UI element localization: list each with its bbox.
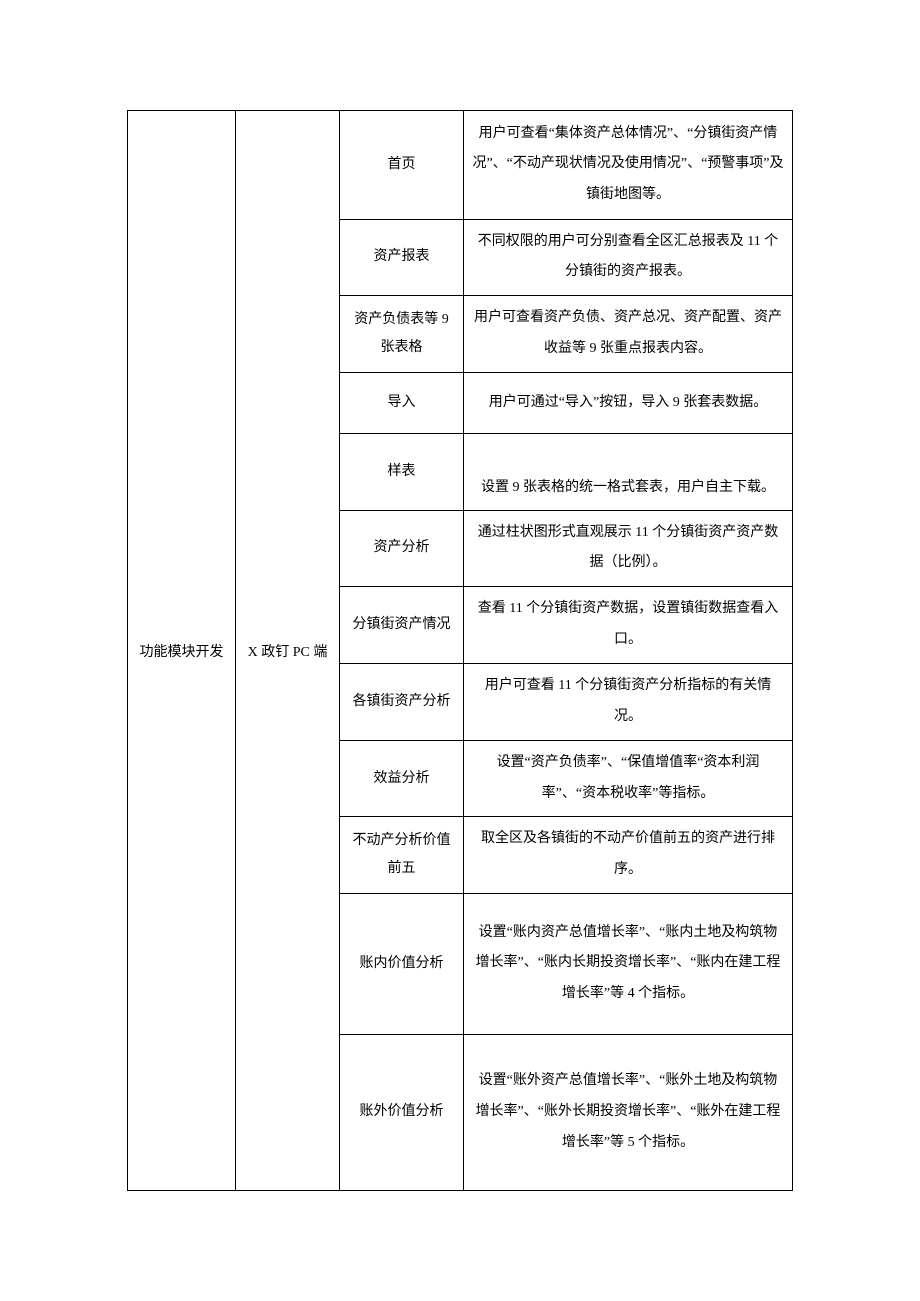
feature-desc: 通过柱状图形式直观展示 11 个分镇街资产资产数据（比例）。 bbox=[472, 518, 784, 580]
feature-rows-container: 首页 用户可查看“集体资产总体情况”、“分镇街资产情况”、“不动产现状情况及使用… bbox=[340, 111, 792, 1190]
feature-desc: 取全区及各镇街的不动产价值前五的资产进行排序。 bbox=[472, 824, 784, 886]
feature-desc: 用户可查看资产负债、资产总况、资产配置、资产收益等 9 张重点报表内容。 bbox=[472, 303, 784, 365]
table-row: 导入 用户可通过“导入”按钮，导入 9 张套表数据。 bbox=[340, 373, 792, 434]
feature-desc-cell: 用户可查看资产负债、资产总况、资产配置、资产收益等 9 张重点报表内容。 bbox=[464, 296, 792, 372]
feature-desc: 设置“账内资产总值增长率”、“账内土地及构筑物增长率”、“账内长期投资增长率”、… bbox=[472, 918, 784, 1010]
feature-name: 账内价值分析 bbox=[360, 950, 444, 978]
feature-table: 功能模块开发 X 政钉 PC 端 首页 用户可查看“集体资产总体情况”、“分镇街… bbox=[127, 110, 793, 1191]
table-row: 账外价值分析 设置“账外资产总值增长率”、“账外土地及构筑物增长率”、“账外长期… bbox=[340, 1035, 792, 1190]
feature-name: 样表 bbox=[388, 458, 416, 486]
feature-name: 导入 bbox=[388, 389, 416, 417]
feature-desc: 用户可查看“集体资产总体情况”、“分镇街资产情况”、“不动产现状情况及使用情况”… bbox=[472, 119, 784, 211]
feature-desc-cell: 不同权限的用户可分别查看全区汇总报表及 11 个分镇街的资产报表。 bbox=[464, 220, 792, 296]
feature-name: 不动产分析价值前五 bbox=[346, 827, 457, 883]
module-category-text: 功能模块开发 bbox=[140, 641, 224, 661]
feature-name: 效益分析 bbox=[374, 765, 430, 793]
feature-name: 资产分析 bbox=[374, 534, 430, 562]
feature-desc-cell: 用户可通过“导入”按钮，导入 9 张套表数据。 bbox=[464, 373, 792, 433]
table-row: 资产报表 不同权限的用户可分别查看全区汇总报表及 11 个分镇街的资产报表。 bbox=[340, 220, 792, 297]
feature-name: 分镇街资产情况 bbox=[353, 611, 451, 639]
feature-desc: 不同权限的用户可分别查看全区汇总报表及 11 个分镇街的资产报表。 bbox=[472, 227, 784, 289]
feature-desc: 用户可通过“导入”按钮，导入 9 张套表数据。 bbox=[489, 388, 767, 419]
feature-name-cell: 账外价值分析 bbox=[340, 1035, 464, 1190]
table-row: 账内价值分析 设置“账内资产总值增长率”、“账内土地及构筑物增长率”、“账内长期… bbox=[340, 894, 792, 1034]
table-row: 分镇街资产情况 查看 11 个分镇街资产数据，设置镇街数据查看入口。 bbox=[340, 587, 792, 664]
table-row: 首页 用户可查看“集体资产总体情况”、“分镇街资产情况”、“不动产现状情况及使用… bbox=[340, 111, 792, 220]
feature-desc: 设置“账外资产总值增长率”、“账外土地及构筑物增长率”、“账外长期投资增长率”、… bbox=[472, 1066, 784, 1158]
feature-name-cell: 样表 bbox=[340, 434, 464, 510]
table-row: 资产负债表等 9 张表格 用户可查看资产负债、资产总况、资产配置、资产收益等 9… bbox=[340, 296, 792, 373]
feature-name-cell: 首页 bbox=[340, 111, 464, 219]
feature-desc-cell: 设置“账外资产总值增长率”、“账外土地及构筑物增长率”、“账外长期投资增长率”、… bbox=[464, 1035, 792, 1190]
feature-desc-cell: 设置 9 张表格的统一格式套表，用户自主下载。 bbox=[464, 434, 792, 510]
feature-name-cell: 效益分析 bbox=[340, 741, 464, 817]
feature-desc-cell: 用户可查看 11 个分镇街资产分析指标的有关情况。 bbox=[464, 664, 792, 740]
feature-desc-cell: 查看 11 个分镇街资产数据，设置镇街数据查看入口。 bbox=[464, 587, 792, 663]
feature-name: 资产负债表等 9 张表格 bbox=[346, 306, 457, 362]
feature-name-cell: 资产负债表等 9 张表格 bbox=[340, 296, 464, 372]
feature-name: 各镇街资产分析 bbox=[353, 688, 451, 716]
table-row: 各镇街资产分析 用户可查看 11 个分镇街资产分析指标的有关情况。 bbox=[340, 664, 792, 741]
feature-name-cell: 各镇街资产分析 bbox=[340, 664, 464, 740]
feature-name-cell: 资产报表 bbox=[340, 220, 464, 296]
feature-desc: 用户可查看 11 个分镇街资产分析指标的有关情况。 bbox=[472, 671, 784, 733]
feature-name-cell: 分镇街资产情况 bbox=[340, 587, 464, 663]
table-row: 效益分析 设置“资产负债率”、“保值增值率“资本利润率”、“资本税收率”等指标。 bbox=[340, 741, 792, 818]
module-category-cell: 功能模块开发 bbox=[128, 111, 236, 1190]
feature-desc-cell: 设置“资产负债率”、“保值增值率“资本利润率”、“资本税收率”等指标。 bbox=[464, 741, 792, 817]
feature-desc: 设置 9 张表格的统一格式套表，用户自主下载。 bbox=[481, 473, 775, 504]
terminal-cell: X 政钉 PC 端 bbox=[236, 111, 340, 1190]
feature-name: 账外价值分析 bbox=[360, 1098, 444, 1126]
feature-name: 首页 bbox=[388, 151, 416, 179]
feature-name-cell: 不动产分析价值前五 bbox=[340, 817, 464, 893]
feature-desc-cell: 通过柱状图形式直观展示 11 个分镇街资产资产数据（比例）。 bbox=[464, 511, 792, 587]
feature-name: 资产报表 bbox=[374, 243, 430, 271]
table-row: 不动产分析价值前五 取全区及各镇街的不动产价值前五的资产进行排序。 bbox=[340, 817, 792, 894]
feature-desc-cell: 用户可查看“集体资产总体情况”、“分镇街资产情况”、“不动产现状情况及使用情况”… bbox=[464, 111, 792, 219]
feature-desc-cell: 设置“账内资产总值增长率”、“账内土地及构筑物增长率”、“账内长期投资增长率”、… bbox=[464, 894, 792, 1033]
table-row: 资产分析 通过柱状图形式直观展示 11 个分镇街资产资产数据（比例）。 bbox=[340, 511, 792, 588]
feature-name-cell: 账内价值分析 bbox=[340, 894, 464, 1033]
feature-desc: 设置“资产负债率”、“保值增值率“资本利润率”、“资本税收率”等指标。 bbox=[472, 748, 784, 810]
feature-name-cell: 导入 bbox=[340, 373, 464, 433]
feature-name-cell: 资产分析 bbox=[340, 511, 464, 587]
feature-desc: 查看 11 个分镇街资产数据，设置镇街数据查看入口。 bbox=[472, 594, 784, 656]
terminal-text: X 政钉 PC 端 bbox=[248, 641, 328, 661]
table-row: 样表 设置 9 张表格的统一格式套表，用户自主下载。 bbox=[340, 434, 792, 511]
feature-desc-cell: 取全区及各镇街的不动产价值前五的资产进行排序。 bbox=[464, 817, 792, 893]
